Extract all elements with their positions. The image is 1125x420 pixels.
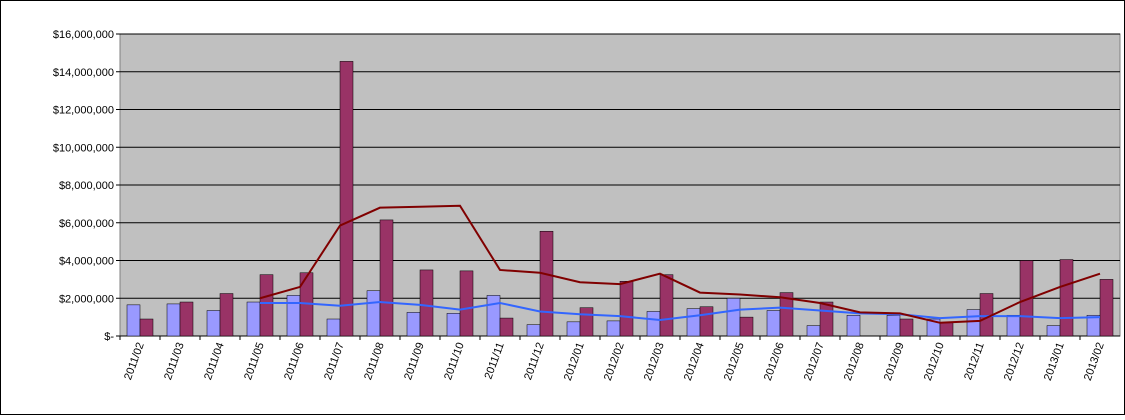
bar (659, 274, 674, 337)
bar (819, 301, 834, 337)
bar (699, 306, 714, 337)
bar (1059, 259, 1074, 337)
bar (139, 318, 154, 337)
bar (739, 316, 754, 337)
bar (1006, 314, 1021, 337)
bar (366, 290, 381, 337)
bar (1099, 279, 1114, 337)
bar (686, 308, 701, 337)
bar (766, 310, 781, 337)
bar (606, 320, 621, 337)
bar (246, 301, 261, 337)
y-tick-label: $8,000,000 (59, 180, 114, 192)
bar (379, 219, 394, 337)
bar (406, 312, 421, 337)
y-tick-label: $2,000,000 (59, 293, 114, 305)
bar (526, 324, 541, 337)
bar (646, 311, 661, 337)
bar (846, 314, 861, 337)
bar (886, 314, 901, 337)
bar (486, 295, 501, 337)
y-tick-label: $6,000,000 (59, 218, 114, 230)
bar (219, 293, 234, 337)
y-tick-label: $- (104, 331, 114, 343)
bar (726, 298, 741, 337)
bar (566, 321, 581, 337)
y-tick-label: $4,000,000 (59, 256, 114, 268)
line (259, 204, 1101, 324)
bar (806, 325, 821, 337)
bar (779, 292, 794, 337)
y-tick-label: $14,000,000 (53, 67, 114, 79)
bar (899, 318, 914, 337)
bar (539, 230, 554, 337)
bar (499, 317, 514, 337)
bar (579, 307, 594, 337)
bar (459, 270, 474, 337)
y-tick-label: $16,000,000 (53, 29, 114, 41)
bar (446, 313, 461, 337)
bar (619, 281, 634, 337)
bar (166, 303, 181, 337)
bar (179, 301, 194, 337)
bar (339, 61, 354, 337)
y-tick-label: $12,000,000 (53, 105, 114, 117)
y-tick-label: $10,000,000 (53, 142, 114, 154)
bar (326, 318, 341, 337)
bar (1046, 325, 1061, 337)
bar (966, 309, 981, 337)
bar (286, 295, 301, 337)
bar (206, 310, 221, 337)
line (260, 301, 1101, 321)
bar (419, 269, 434, 337)
bar (259, 274, 274, 337)
bar (939, 322, 954, 337)
bar (126, 304, 141, 337)
